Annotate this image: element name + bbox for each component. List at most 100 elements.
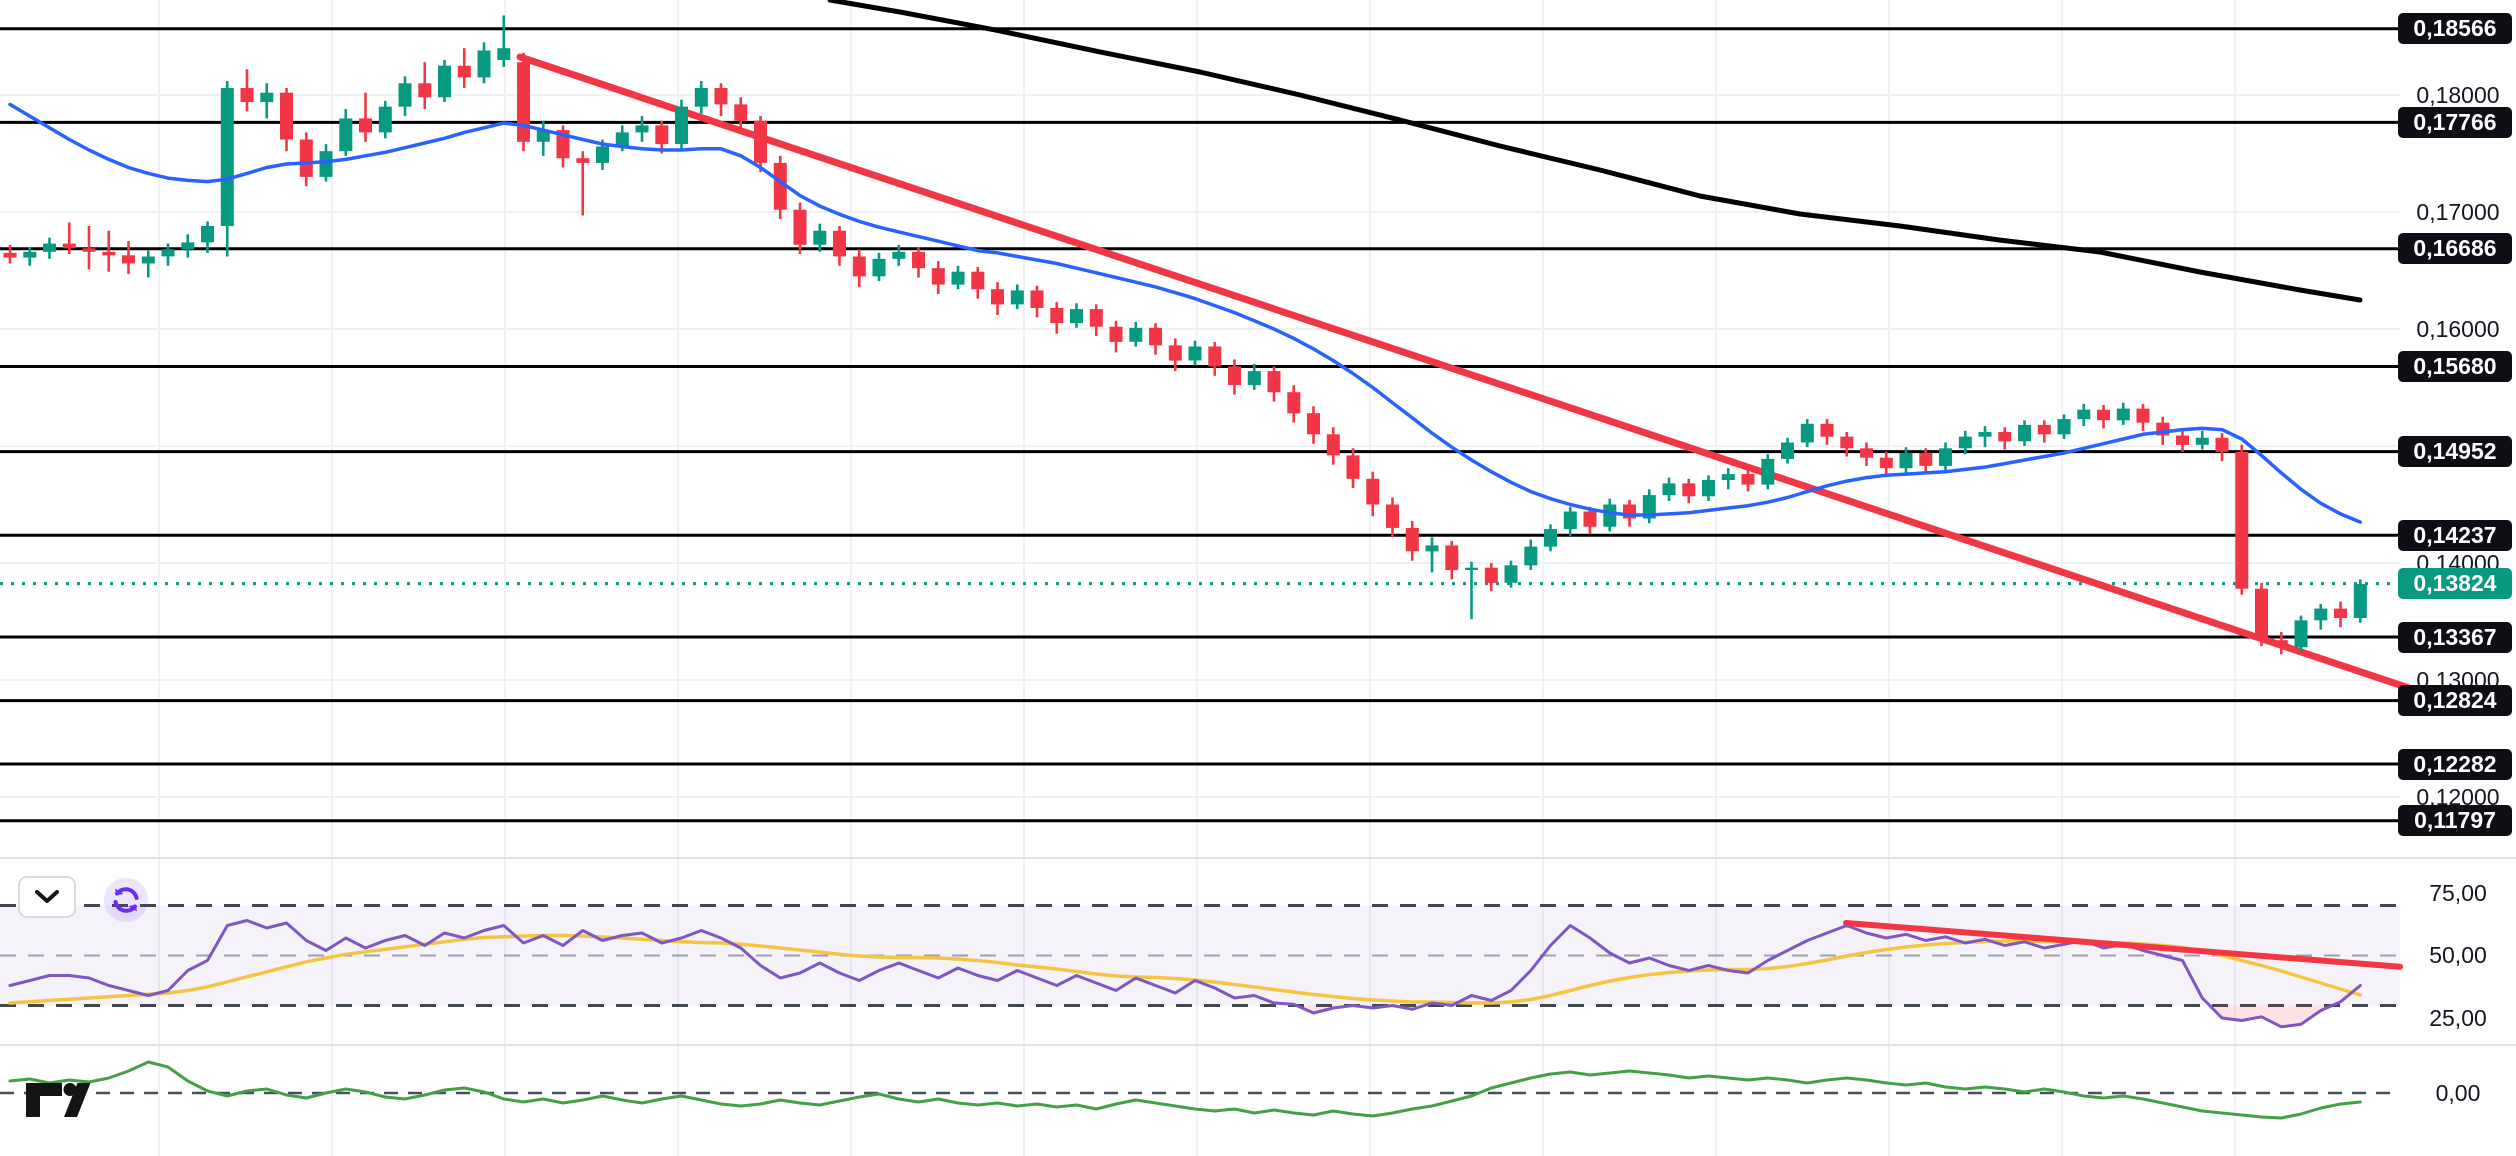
candle-body: [1642, 495, 1656, 519]
candle-body: [2255, 588, 2268, 641]
candle-body: [1366, 478, 1380, 505]
candle-body: [694, 88, 708, 107]
candle-body: [43, 243, 56, 252]
indicator-collapse-button[interactable]: [18, 876, 76, 918]
candle-body: [62, 243, 76, 249]
candle-body: [2116, 408, 2130, 421]
candle-body: [1603, 504, 1617, 527]
sr-price-badge: 0,14237: [2398, 519, 2512, 551]
candle-body: [418, 83, 432, 98]
candle-body: [793, 209, 807, 245]
candle-body: [2353, 584, 2367, 618]
candle-body: [912, 251, 925, 269]
candle-body: [773, 162, 787, 210]
price-axis-label: 0,18000: [2416, 81, 2500, 108]
tradingview-logo-icon: [26, 1083, 91, 1117]
candle-body: [260, 92, 274, 103]
candlestick-series: [3, 15, 2367, 655]
candle-body: [1504, 565, 1518, 583]
candle-body: [181, 242, 195, 250]
candle-body: [1682, 483, 1696, 497]
candle-body: [2294, 620, 2308, 648]
candle-body: [438, 65, 451, 98]
candle-body: [122, 255, 135, 264]
candle-body: [1860, 448, 1873, 458]
candle-body: [1405, 527, 1419, 552]
candle-body: [378, 106, 392, 133]
candle-body: [2334, 608, 2347, 618]
candle-body: [2195, 437, 2209, 445]
candle-body: [2037, 424, 2051, 435]
sr-price-badge: 0,12824: [2398, 685, 2512, 717]
candle-body: [991, 289, 1004, 305]
candle-body: [833, 230, 846, 257]
candle-body: [1168, 345, 1182, 361]
candle-body: [635, 125, 649, 133]
candle-body: [754, 120, 767, 163]
candle-body: [477, 50, 491, 78]
candle-body: [1010, 290, 1024, 305]
candle-body: [102, 251, 116, 256]
candle-body: [1346, 455, 1360, 479]
candle-body: [240, 88, 254, 102]
candle-body: [596, 146, 609, 163]
sr-price-badge: 0,15680: [2398, 350, 2512, 382]
candle-body: [161, 249, 175, 257]
oscillator-axis-label: 0,00: [2435, 1079, 2481, 1106]
candle-body: [1267, 371, 1281, 393]
candle-body: [931, 268, 945, 285]
candle-body: [23, 251, 37, 258]
candle-body: [497, 48, 511, 60]
candle-body: [1721, 474, 1735, 480]
price-axis-label: 0,17000: [2416, 198, 2500, 225]
candle-body: [2018, 424, 2031, 442]
chevron-down-icon: [35, 890, 59, 903]
candle-body: [339, 118, 353, 152]
rsi-oversold-fill: [2209, 1005, 2332, 1027]
candle-body: [82, 248, 96, 252]
candle-body: [1465, 567, 1478, 570]
rsi-axis-label: 50,00: [2429, 942, 2487, 968]
sma-200-line: [827, 0, 2363, 303]
sr-price-badge: 0,11797: [2398, 805, 2512, 837]
candle-body: [1030, 290, 1044, 308]
candle-body: [1583, 511, 1597, 527]
candle-body: [1307, 413, 1320, 435]
candle-body: [2136, 408, 2150, 423]
tradingview-logo[interactable]: [25, 1080, 91, 1120]
candle-body: [1287, 392, 1301, 414]
rsi-line: [8, 919, 2362, 1029]
indicator-refresh-button[interactable]: [104, 878, 148, 922]
candle-body: [2077, 409, 2091, 420]
current-price-badge: 0,13824: [2398, 568, 2512, 600]
candle-body: [1563, 511, 1577, 530]
candle-body: [1939, 448, 1952, 466]
candle-body: [1208, 346, 1222, 367]
candle-body: [1089, 309, 1103, 327]
candle-body: [3, 252, 17, 258]
candle-body: [536, 130, 550, 142]
candle-body: [1544, 529, 1557, 547]
rsi-band: [0, 905, 2400, 1006]
candle-body: [398, 83, 412, 107]
candle-body: [615, 132, 629, 147]
candle-body: [457, 65, 471, 78]
candle-body: [813, 230, 827, 245]
sr-price-badge: 0,12282: [2398, 748, 2512, 780]
rsi-axis-label: 75,00: [2429, 879, 2487, 906]
descending-trendline: [516, 53, 2464, 709]
candle-body: [655, 125, 669, 145]
candle-body: [852, 256, 866, 277]
refresh-icon: [113, 887, 139, 913]
candle-body: [141, 256, 155, 264]
candle-body: [1958, 436, 1972, 449]
candle-body: [1050, 307, 1064, 324]
rsi-axis-label: 25,00: [2429, 1004, 2487, 1031]
candle-body: [1978, 432, 1992, 437]
candle-body: [299, 139, 313, 177]
candle-body: [280, 92, 293, 140]
sr-price-badge: 0,17766: [2398, 106, 2512, 138]
candle-body: [1228, 366, 1241, 386]
